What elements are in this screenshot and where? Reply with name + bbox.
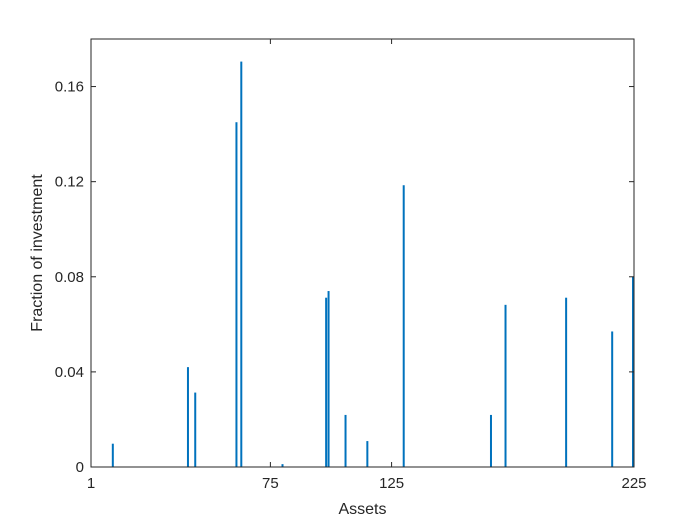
y-axis: 0 0.04 0.08 0.12 0.16	[55, 79, 634, 476]
bar-asset-41	[186, 367, 189, 467]
plot-area	[91, 39, 634, 467]
bar-asset-44	[194, 392, 197, 467]
bar-asset-172	[504, 304, 507, 467]
bar-asset-106	[344, 414, 347, 467]
x-tick-label: 225	[621, 475, 646, 492]
x-tick-label: 75	[262, 475, 279, 492]
axes-box	[90, 38, 635, 468]
bar-asset-166	[489, 414, 492, 467]
y-axis-label: Fraction of investment	[29, 174, 46, 332]
bar-asset-98	[325, 297, 328, 467]
bar-asset-115	[366, 441, 369, 467]
y-tick-label: 0.08	[55, 269, 84, 286]
x-tick-label: 1	[87, 475, 95, 492]
bar-asset-80	[281, 464, 284, 467]
bar-asset-130	[402, 185, 405, 467]
y-tick-label: 0.04	[55, 364, 84, 381]
bar-asset-216	[611, 331, 614, 467]
bar-asset-99	[327, 291, 330, 467]
y-tick-label: 0.12	[55, 174, 84, 191]
bar-asset-63	[240, 61, 243, 467]
y-tick-label: 0.16	[55, 79, 84, 96]
y-tick-label: 0	[76, 459, 84, 476]
bar-asset-10	[111, 443, 114, 467]
x-axis-label: Assets	[338, 501, 386, 518]
x-axis: 1 75 125 225	[87, 39, 647, 492]
x-tick-label: 125	[379, 475, 404, 492]
bar-asset-61	[235, 122, 238, 467]
bar-asset-197	[565, 297, 568, 467]
